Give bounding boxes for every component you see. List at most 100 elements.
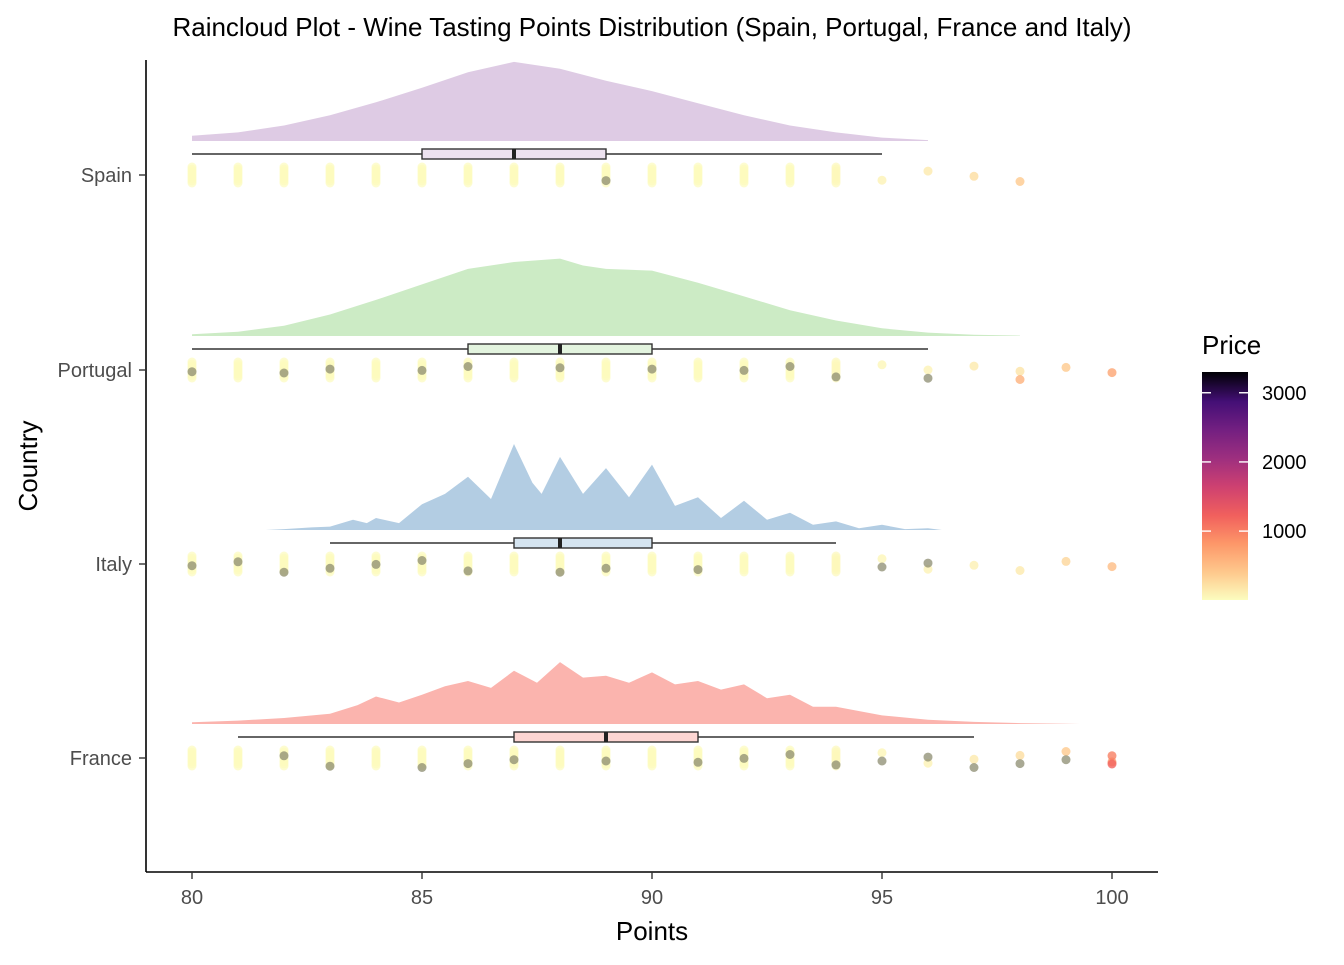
rain-point <box>1015 759 1025 769</box>
rain-point <box>233 761 243 771</box>
rain-point <box>417 567 427 577</box>
y-tick-label-italy: Italy <box>95 554 132 576</box>
rain-point <box>463 362 473 371</box>
rain-point <box>279 751 289 761</box>
rain-point <box>785 373 795 383</box>
rain-point <box>417 178 427 188</box>
rain-point <box>279 761 289 771</box>
rain-point <box>969 171 979 181</box>
rain-point <box>923 373 933 383</box>
rain-point <box>417 365 427 375</box>
x-tick-label: 80 <box>181 887 203 909</box>
rain-point <box>371 178 381 188</box>
rain-point <box>693 178 703 188</box>
rain-point <box>371 373 381 383</box>
rain-point <box>325 761 335 771</box>
rain-point <box>831 372 841 382</box>
rain-point <box>555 178 565 188</box>
rain-point <box>509 178 519 188</box>
legend-tick-label: 2000 <box>1262 452 1307 474</box>
rain-point <box>1061 556 1071 566</box>
rain-point <box>1015 566 1025 575</box>
series-portugal <box>187 258 1117 384</box>
rain-point <box>877 554 887 564</box>
rain-point <box>1015 177 1025 186</box>
y-tick-label-france: France <box>70 748 132 770</box>
rain-point <box>601 373 611 383</box>
rain-point <box>647 567 657 577</box>
series-france <box>187 662 1117 772</box>
rain-point <box>647 373 657 383</box>
rain-point <box>509 761 519 771</box>
rain-point <box>233 557 243 567</box>
rain-point <box>785 362 795 371</box>
box-italy <box>513 537 653 549</box>
rain-point <box>233 567 243 577</box>
rain-point <box>325 178 335 188</box>
rain-point <box>831 760 841 770</box>
rain-point <box>693 373 703 383</box>
rain-point <box>1107 562 1117 572</box>
legend-tick-label: 1000 <box>1262 521 1307 543</box>
rain-point <box>785 750 795 759</box>
rain-point <box>739 178 749 188</box>
rain-point <box>463 178 473 188</box>
x-axis-label: Points <box>616 916 688 946</box>
rain-point <box>463 566 473 576</box>
rain-point <box>739 567 749 577</box>
rain-point <box>509 755 519 765</box>
rain-point <box>187 367 197 377</box>
rain-point <box>647 364 657 374</box>
rain-point <box>233 373 243 383</box>
rain-point <box>463 759 473 769</box>
rain-point <box>325 563 335 573</box>
x-tick-label: 100 <box>1095 887 1128 909</box>
rain-point <box>1061 362 1071 372</box>
rain-point <box>325 373 335 383</box>
rain-point <box>1107 751 1117 761</box>
legend-ticks: 1000 2000 3000 <box>1202 383 1307 543</box>
y-axis-ticks: Spain Portugal Italy France <box>58 165 146 770</box>
density-cloud-spain <box>192 61 928 141</box>
plot-area <box>187 61 1117 772</box>
series-italy <box>187 444 1117 577</box>
rain-point <box>1061 755 1071 765</box>
rain-point <box>647 178 657 188</box>
rain-point <box>417 556 427 565</box>
rain-point <box>371 567 381 577</box>
rain-point <box>693 757 703 767</box>
rain-point <box>739 365 749 375</box>
rain-point <box>1061 747 1071 756</box>
rain-point <box>417 373 427 383</box>
chart-title: Raincloud Plot - Wine Tasting Points Dis… <box>172 12 1131 42</box>
rain-point <box>555 363 565 373</box>
series-spain <box>187 61 1025 188</box>
rain-point <box>279 178 289 188</box>
rain-point <box>1107 368 1117 378</box>
x-tick-label: 90 <box>641 887 663 909</box>
rain-point <box>279 368 289 378</box>
rain-point <box>923 752 933 762</box>
rain-point <box>969 361 979 371</box>
density-cloud-france <box>192 662 1080 724</box>
rain-point <box>739 373 749 383</box>
rain-point <box>923 166 933 176</box>
rain-point <box>877 562 887 572</box>
legend-tick-label: 3000 <box>1262 383 1307 405</box>
rain-point <box>1015 750 1025 760</box>
rain-point <box>1015 375 1025 384</box>
rain-point <box>417 763 427 772</box>
rain-point <box>877 175 887 185</box>
rain-point <box>601 176 611 186</box>
rain-point <box>831 178 841 188</box>
rain-point <box>1107 759 1117 769</box>
x-tick-label: 85 <box>411 887 433 909</box>
rain-point <box>601 756 611 766</box>
rain-point <box>371 761 381 771</box>
rain-point <box>601 563 611 573</box>
rain-point <box>739 753 749 763</box>
rain-point <box>187 567 197 577</box>
rain-point <box>371 559 381 569</box>
rain-point <box>877 748 887 758</box>
